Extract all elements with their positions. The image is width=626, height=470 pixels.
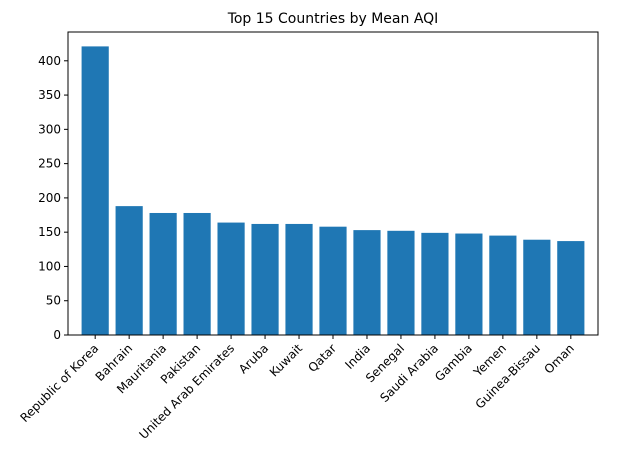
bar-saudi-arabia [421,232,449,335]
x-tick-label: Gambia [432,341,475,384]
bars-group [81,46,585,335]
y-tick-label: 50 [46,294,61,308]
bar-bahrain [115,206,143,335]
bar-qatar [319,226,347,335]
bar-mauritania [149,212,177,335]
bar-aruba [251,223,279,335]
bar-oman [557,241,585,335]
bar-gambia [455,233,483,335]
bar-india [353,230,381,335]
bar-yemen [489,235,517,335]
bar-united-arab-emirates [217,222,245,335]
bar-guinea-bissau [523,239,551,335]
chart-title: Top 15 Countries by Mean AQI [227,11,439,27]
bar-senegal [387,230,415,335]
y-tick-label: 250 [38,157,61,171]
y-tick-label: 350 [38,88,61,102]
bar-republic-of-korea [81,46,109,335]
x-tick-label: Kuwait [267,341,305,379]
x-tick-label: Aruba [236,341,271,376]
x-tick-label: Republic of Korea [17,341,101,425]
y-tick-label: 0 [53,328,61,342]
x-tick-label: India [342,341,373,372]
bar-kuwait [285,223,313,335]
x-tick-label: Qatar [305,341,339,375]
y-tick-label: 300 [38,122,61,136]
x-tick-label: Oman [542,341,577,376]
y-tick-label: 100 [38,259,61,273]
y-tick-label: 200 [38,191,61,205]
y-tick-label: 400 [38,54,61,68]
bar-pakistan [183,212,211,335]
y-tick-label: 150 [38,225,61,239]
